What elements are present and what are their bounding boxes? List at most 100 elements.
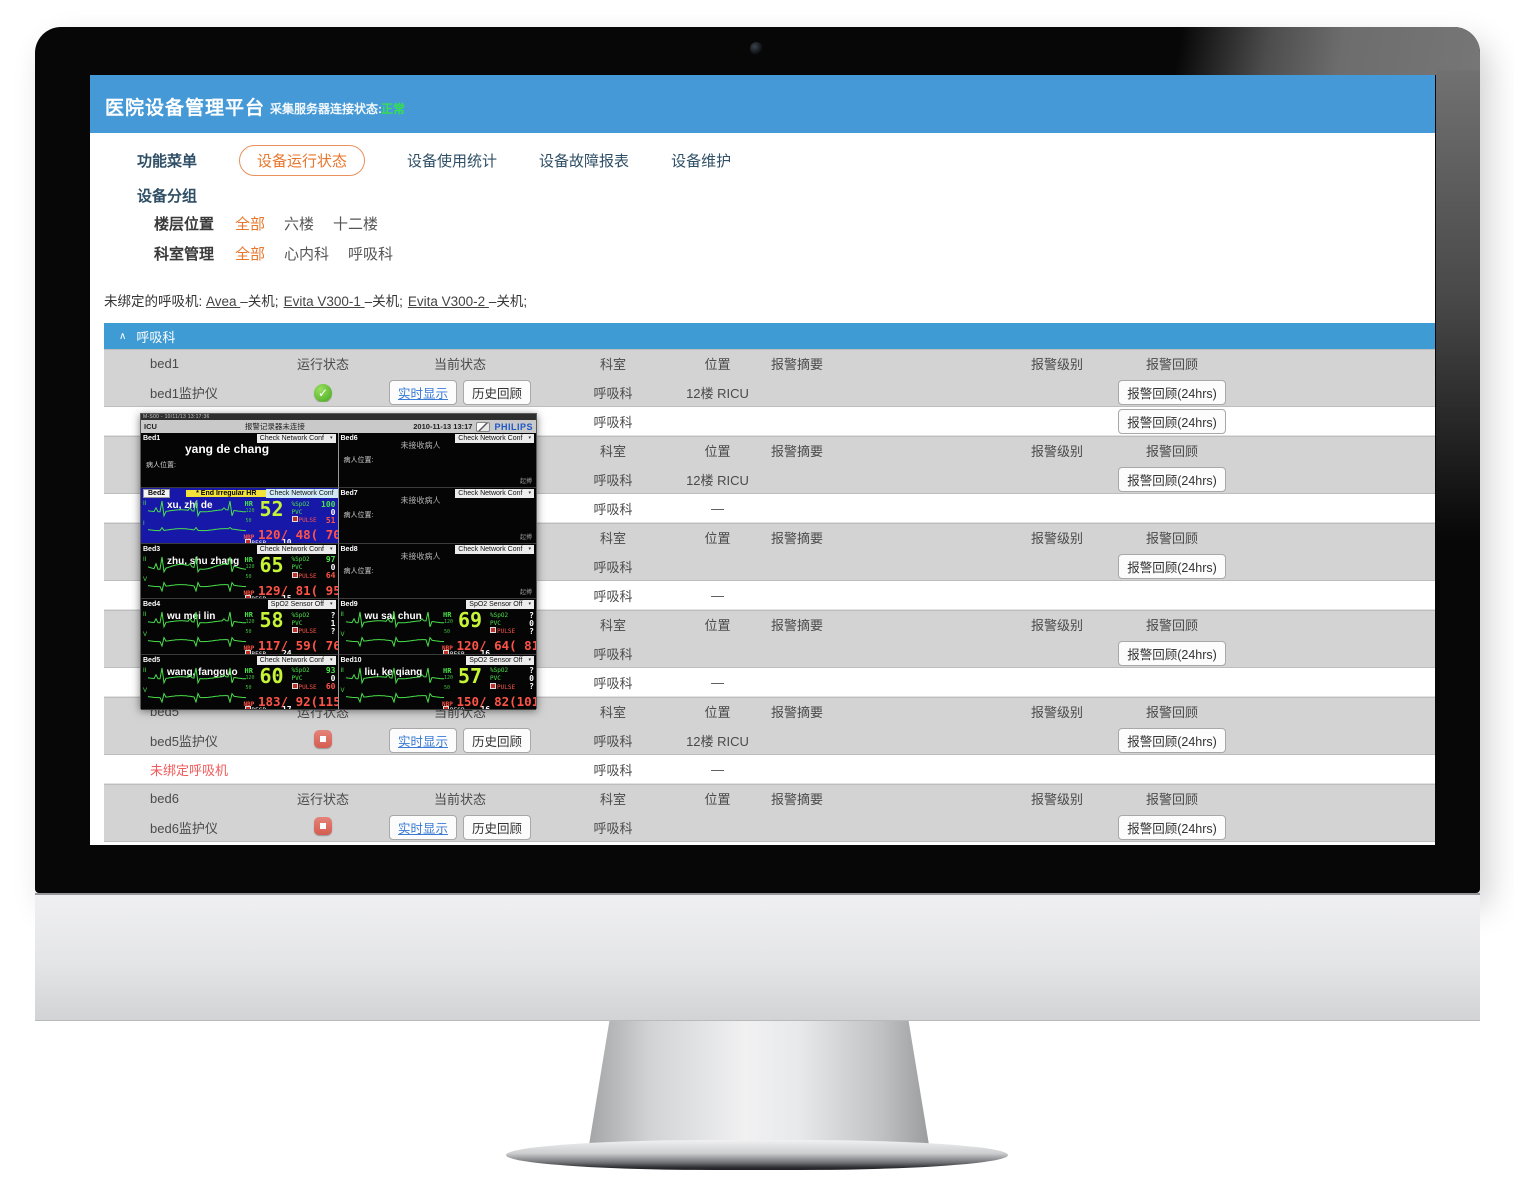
monitor-bed-cell-bed1[interactable]: Bed1 Check Network Conf ▾ yang de chang 病人位置… [141, 433, 339, 489]
col-header-position: 位置 [704, 444, 731, 459]
bed-cell-header: Bed10 SpO2 Sensor Off ▾ [339, 655, 537, 666]
filter-option-selected[interactable]: 全部 [235, 246, 266, 263]
device-name: bed1监护仪 [150, 386, 218, 401]
bezel-highlight-right [1436, 70, 1480, 540]
filter-option[interactable]: 十二楼 [333, 216, 379, 233]
pulse-row: PULSE 64 [291, 571, 336, 580]
spo2-row: %SpO2? [490, 666, 534, 675]
device-name: bed5监护仪 [150, 734, 218, 749]
alarm-review-24hrs-button[interactable]: 报警回顾(24hrs) [1118, 728, 1226, 753]
dropdown-arrow-icon: ▾ [329, 601, 333, 608]
history-review-button[interactable]: 历史回顾 [463, 815, 532, 840]
dropdown-arrow-icon: ▾ [329, 656, 333, 663]
pvc-value: 0 [529, 618, 534, 628]
col-header-current-status: 当前状态 [433, 357, 486, 372]
pvc-row: PVC 0 [292, 563, 336, 572]
inop-message-box[interactable]: Check Network Conf▾ [266, 489, 338, 499]
dropdown-arrow-icon: ▾ [528, 601, 531, 608]
alarm-review-24hrs-button[interactable]: 报警回顾(24hrs) [1118, 380, 1226, 405]
unbound-vent-link[interactable]: Evita V300-1 [283, 294, 365, 309]
department-cell: 呼吸科 [593, 589, 633, 604]
unbound-vent-link[interactable]: Avea [206, 294, 241, 309]
dropdown-arrow-icon: ▾ [329, 545, 333, 552]
nbp-block: NBP 183/ 92(115) [244, 691, 338, 709]
spo2-row: %SpO2 100 [292, 500, 336, 509]
inop-message-box[interactable]: SpO2 Sensor Off ▾ [466, 600, 534, 610]
unbound-vent-link[interactable]: Evita V300-2 [407, 294, 489, 309]
status-stopped-icon [314, 730, 332, 748]
inop-message-box[interactable]: Check Network Conf▾ [256, 544, 336, 554]
nbp-block: NBP 129/ 81( 95) [244, 580, 338, 598]
bed-group-title: bed1 [150, 356, 179, 371]
monitor-stand-neck [589, 1021, 929, 1145]
filter-option[interactable]: 心内科 [284, 246, 330, 263]
inop-message-box[interactable]: Check Network Conf▾ [455, 544, 534, 554]
resp-value: 15 [281, 593, 292, 600]
spo2-value: 97 [325, 555, 336, 565]
monitor-bed-cell-bed4[interactable]: Bed4 SpO2 Sensor Off ▾ wu mei lin II V HR 120 50… [141, 599, 339, 655]
alarm-review-24hrs-button[interactable]: 报警回顾(24hrs) [1118, 815, 1226, 840]
no-patient-text: 未接收病人 [400, 551, 441, 561]
col-header-department: 科室 [599, 792, 626, 807]
nbp-label: NBP [243, 534, 258, 542]
bed-cell-header: Bed5 Check Network Conf ▾ [141, 655, 338, 666]
resp-value: 10 [281, 538, 292, 544]
hr-label: HR [443, 611, 452, 620]
pvc-row: PVC 0 [292, 508, 336, 517]
realtime-display-button[interactable]: 实时显示 [388, 815, 457, 840]
col-header-alarm-summary: 报警摘要 [771, 444, 824, 459]
section-bar-respiratory[interactable]: ∧ 呼吸科 [104, 323, 1435, 349]
hr-limit-low: 50 [245, 573, 252, 580]
col-header-department: 科室 [599, 531, 626, 546]
monitor-bed-cell-bed9[interactable]: Bed9 SpO2 Sensor Off ▾ wu sai chun II V HR 120 5… [338, 599, 536, 655]
monitor-bed-cell-bed2[interactable]: Bed2 * End Irregular HR Check Network Conf… [141, 488, 339, 544]
table-header-row: 科室 位置 报警摘要 报警级别 报警回顾 [104, 610, 1435, 639]
inop-message-box[interactable]: SpO2 Sensor Off ▾ [466, 655, 534, 665]
resp-alarm-icon [443, 650, 449, 654]
resp-block: RESP 24 [244, 649, 292, 654]
tab-1-active[interactable]: 设备运行状态 [239, 145, 366, 176]
patient-location-label: 病人位置: [343, 457, 374, 464]
filter-option[interactable]: 六楼 [284, 216, 315, 233]
ecg-waveform [148, 501, 246, 519]
resp-alarm-icon [244, 650, 251, 654]
table-header-row: 科室 位置 报警摘要 报警级别 报警回顾 [104, 523, 1435, 552]
history-review-button[interactable]: 历史回顾 [463, 728, 532, 753]
camera-dot [750, 42, 763, 55]
hr-limit-low: 50 [444, 629, 451, 636]
device-row: 呼吸科 报警回顾(24hrs) [104, 552, 1435, 581]
alarm-review-24hrs-button[interactable]: 报警回顾(24hrs) [1118, 641, 1226, 666]
realtime-display-button[interactable]: 实时显示 [388, 728, 457, 753]
inop-message-box[interactable]: SpO2 Sensor Off ▾ [267, 600, 336, 610]
history-review-button[interactable]: 历史回顾 [463, 380, 532, 405]
realtime-display-button[interactable]: 实时显示 [388, 380, 457, 405]
monitor-bed-cell-bed5[interactable]: Bed5 Check Network Conf ▾ wang, fangguo II V H… [141, 654, 339, 710]
inop-message-box[interactable]: Check Network Conf▾ [455, 489, 534, 499]
filter-option-selected[interactable]: 全部 [235, 216, 266, 233]
alarm-review-24hrs-button[interactable]: 报警回顾(24hrs) [1118, 467, 1226, 492]
alarm-review-24hrs-button[interactable]: 报警回顾(24hrs) [1118, 554, 1226, 579]
monitor-bed-cell-bed3[interactable]: Bed3 Check Network Conf ▾ zhu, shu zhang II V… [141, 543, 339, 600]
filter-option[interactable]: 呼吸科 [348, 246, 394, 263]
monitor-bed-cell-bed6[interactable]: Bed6 Check Network Conf ▾ 未接收病人 病人位置: 起搏 [338, 433, 536, 489]
inop-message-box[interactable]: Check Network Conf▾ [455, 434, 534, 443]
nav-tabs: 功能菜单 设备运行状态 设备使用统计 设备故障报表 设备维护 [137, 145, 731, 176]
alarm-review-24hrs-button[interactable]: 报警回顾(24hrs) [1118, 409, 1226, 434]
nbp-value: 120/ 64( 81) [456, 638, 536, 654]
pace-label: 起搏 [519, 590, 532, 597]
monitor-bed-cell-bed8[interactable]: Bed8 Check Network Conf ▾ 未接收病人 病人位置: 起搏 [338, 543, 536, 600]
inop-message-box[interactable]: Check Network Conf▾ [256, 434, 336, 443]
tab-2[interactable]: 设备使用统计 [407, 153, 498, 170]
inop-message-box[interactable]: Check Network Conf▾ [256, 655, 336, 665]
resp-label: RESP [244, 594, 266, 599]
alarm-review-cell: 报警回顾(24hrs) [1100, 467, 1244, 492]
tab-4[interactable]: 设备维护 [671, 153, 732, 170]
monitor-bed-cell-bed10[interactable]: Bed10 SpO2 Sensor Off ▾ liu, ke qiang II V HR 1… [338, 654, 537, 710]
tab-3[interactable]: 设备故障报表 [539, 153, 630, 170]
hr-limit-high: 120 [444, 619, 454, 626]
nbp-block: NBP 117/ 59( 76) [244, 635, 338, 653]
monitor-bed-cell-bed7[interactable]: Bed7 Check Network Conf ▾ 未接收病人 病人位置: 起搏 [338, 488, 536, 544]
nbp-value: 129/ 81( 95) [257, 582, 338, 598]
nav-menu-label: 功能菜单 [137, 153, 198, 170]
